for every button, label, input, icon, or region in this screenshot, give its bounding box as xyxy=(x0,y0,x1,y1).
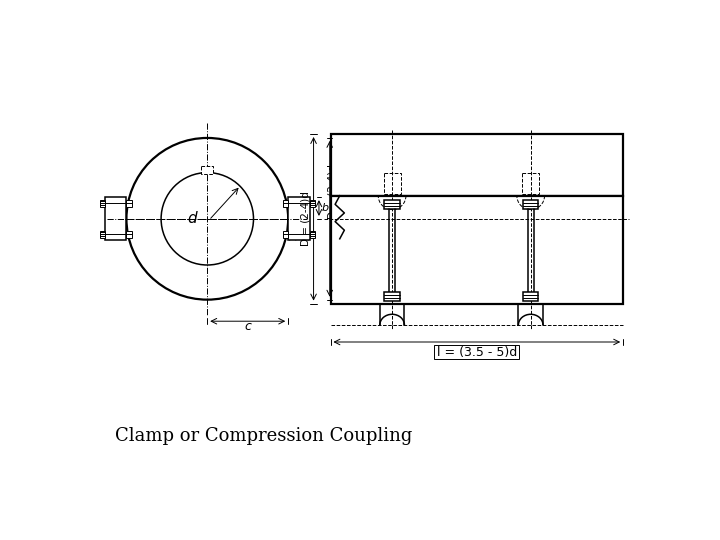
Bar xyxy=(330,134,623,195)
Circle shape xyxy=(127,138,288,300)
Text: d: d xyxy=(187,211,197,226)
Text: D = (2-4)d: D = (2-4)d xyxy=(328,164,338,219)
Text: l = (3.5 - 5)d: l = (3.5 - 5)d xyxy=(436,346,517,359)
Bar xyxy=(105,197,127,240)
Text: Clamp or Compression Coupling: Clamp or Compression Coupling xyxy=(115,427,413,445)
Bar xyxy=(330,195,623,303)
Bar xyxy=(310,200,315,207)
Text: D = (2-4)d: D = (2-4)d xyxy=(300,191,310,246)
Bar xyxy=(283,231,288,238)
Bar xyxy=(523,292,539,301)
Bar xyxy=(288,197,310,240)
Bar xyxy=(127,200,132,207)
Circle shape xyxy=(161,173,253,265)
Bar xyxy=(522,173,539,194)
Bar xyxy=(384,173,400,194)
Bar xyxy=(99,200,105,207)
Text: b: b xyxy=(322,203,329,213)
Bar xyxy=(384,200,400,209)
Bar xyxy=(127,231,132,238)
Bar xyxy=(99,231,105,238)
Bar xyxy=(201,166,213,174)
Bar xyxy=(434,345,519,359)
Bar xyxy=(523,200,539,209)
Bar xyxy=(310,231,315,238)
Bar xyxy=(384,292,400,301)
Bar xyxy=(283,200,288,207)
Text: c: c xyxy=(244,320,251,334)
